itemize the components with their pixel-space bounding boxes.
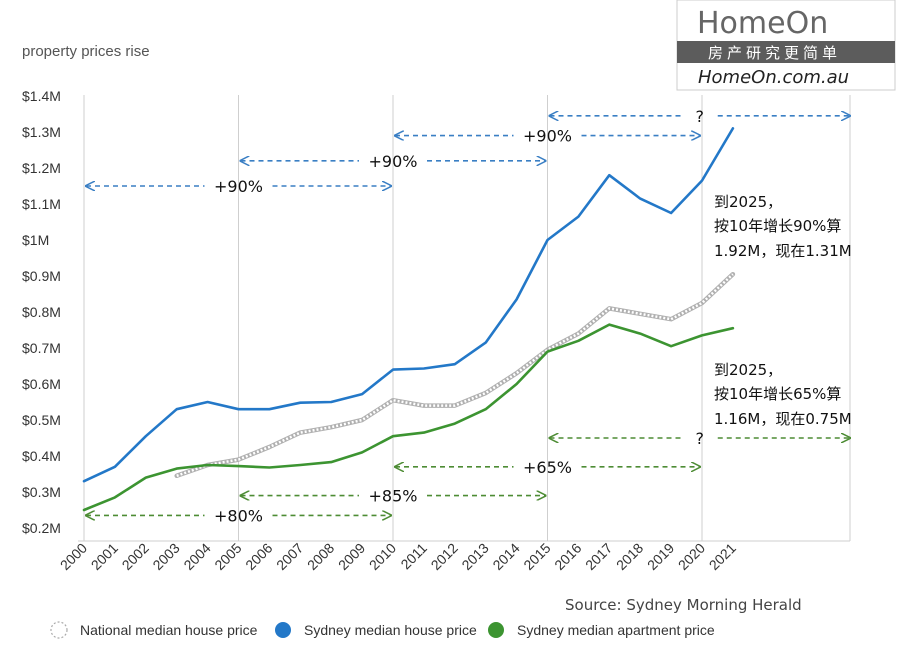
apartment-growth-label-1: +80% bbox=[214, 506, 263, 525]
x-tick-label: 2019 bbox=[644, 540, 677, 573]
legend: National median house price Sydney media… bbox=[50, 621, 715, 639]
series-line-national-median-house-price-outline bbox=[174, 271, 736, 479]
y-axis-ticks: $0.2M $0.3M $0.4M $0.5M $0.6M $0.7M $0.8M $0.9M… bbox=[22, 88, 61, 536]
legend-national-marker bbox=[50, 621, 68, 639]
y-tick-label: $0.5M bbox=[22, 412, 61, 428]
x-tick-label: 2010 bbox=[366, 540, 399, 573]
growth-arrows: +90% +90% +90%? +80% +85% +65%? bbox=[86, 107, 850, 525]
x-tick-label: 2015 bbox=[520, 540, 553, 573]
series-line-sydney-median-house-price bbox=[82, 127, 735, 483]
x-tick-label: 2002 bbox=[119, 540, 152, 573]
grid-lines bbox=[83, 95, 703, 541]
house-note-line-3: 1.92M，现在1.31M bbox=[714, 242, 852, 260]
homeon-logo: HomeOn 房产研究更简单 HomeOn.com.au bbox=[676, 0, 896, 91]
x-tick-label: 2012 bbox=[428, 540, 461, 573]
legend-sydney-house-marker bbox=[275, 622, 291, 638]
y-tick-label: $1.4M bbox=[22, 88, 61, 104]
y-tick-label: $0.2M bbox=[22, 520, 61, 536]
x-tick-label: 2005 bbox=[211, 540, 244, 573]
y-tick-label: $1.2M bbox=[22, 160, 61, 176]
apartment-growth-label-4: ? bbox=[696, 429, 705, 448]
legend-sydney-house-label: Sydney median house price bbox=[304, 622, 477, 638]
apartment-note-line-1: 到2025， bbox=[714, 361, 782, 379]
y-tick-label: $0.4M bbox=[22, 448, 61, 464]
x-axis-ticks: 2000200120022003200420052006200720082009… bbox=[57, 540, 739, 573]
x-tick-label: 2017 bbox=[582, 540, 615, 573]
y-tick-label: $0.7M bbox=[22, 340, 61, 356]
apartment-note-line-2: 按10年增长65%算 bbox=[714, 385, 841, 403]
logo-name: HomeOn bbox=[697, 6, 828, 41]
x-tick-label: 2003 bbox=[149, 540, 182, 573]
y-tick-label: $0.6M bbox=[22, 376, 61, 392]
x-tick-label: 2007 bbox=[273, 540, 306, 573]
legend-sydney-apartment-marker bbox=[488, 622, 504, 638]
x-tick-label: 2001 bbox=[88, 540, 121, 573]
house-note-line-1: 到2025， bbox=[714, 193, 782, 211]
x-tick-label: 2021 bbox=[706, 540, 739, 573]
source-label: Source: Sydney Morning Herald bbox=[565, 596, 802, 614]
y-tick-label: $0.3M bbox=[22, 484, 61, 500]
house-note-line-2: 按10年增长90%算 bbox=[714, 217, 841, 235]
series-line-national-median-house-price bbox=[176, 273, 734, 477]
logo-tagline: 房产研究更简单 bbox=[708, 44, 841, 62]
logo-tagline-band bbox=[677, 41, 895, 63]
x-tick-label: 2014 bbox=[489, 540, 522, 573]
x-tick-label: 2018 bbox=[613, 540, 646, 573]
x-tick-label: 2000 bbox=[57, 540, 90, 573]
chart-subtitle: property prices rise bbox=[22, 43, 150, 60]
y-tick-label: $0.8M bbox=[22, 304, 61, 320]
x-tick-label: 2006 bbox=[242, 540, 275, 573]
series-lines bbox=[82, 127, 736, 512]
x-tick-label: 2020 bbox=[675, 540, 708, 573]
apartment-note-line-3: 1.16M，现在0.75M bbox=[714, 410, 852, 428]
x-tick-label: 2009 bbox=[335, 540, 368, 573]
apartment-growth-label-3: +65% bbox=[523, 458, 572, 477]
legend-sydney-apartment-label: Sydney median apartment price bbox=[517, 622, 715, 638]
y-tick-label: $1M bbox=[22, 232, 49, 248]
y-tick-label: $0.9M bbox=[22, 268, 61, 284]
series-line-sydney-median-apartment-price bbox=[82, 323, 735, 512]
house-growth-label-4: ? bbox=[696, 107, 705, 126]
y-tick-label: $1.3M bbox=[22, 124, 61, 140]
y-tick-label: $1.1M bbox=[22, 196, 61, 212]
x-tick-label: 2016 bbox=[551, 540, 584, 573]
house-growth-label-3: +90% bbox=[523, 127, 572, 146]
x-tick-label: 2013 bbox=[458, 540, 491, 573]
x-tick-label: 2008 bbox=[304, 540, 337, 573]
house-growth-label-2: +90% bbox=[369, 152, 418, 171]
apartment-growth-label-2: +85% bbox=[369, 487, 418, 506]
x-tick-label: 2011 bbox=[397, 540, 430, 573]
logo-url: HomeOn.com.au bbox=[698, 67, 849, 88]
x-tick-label: 2004 bbox=[180, 540, 213, 573]
house-note: 到2025， 按10年增长90%算 1.92M，现在1.31M bbox=[714, 193, 852, 260]
legend-national-label: National median house price bbox=[80, 622, 258, 638]
house-growth-label-1: +90% bbox=[214, 177, 263, 196]
apartment-note: 到2025， 按10年增长65%算 1.16M，现在0.75M bbox=[714, 361, 852, 428]
